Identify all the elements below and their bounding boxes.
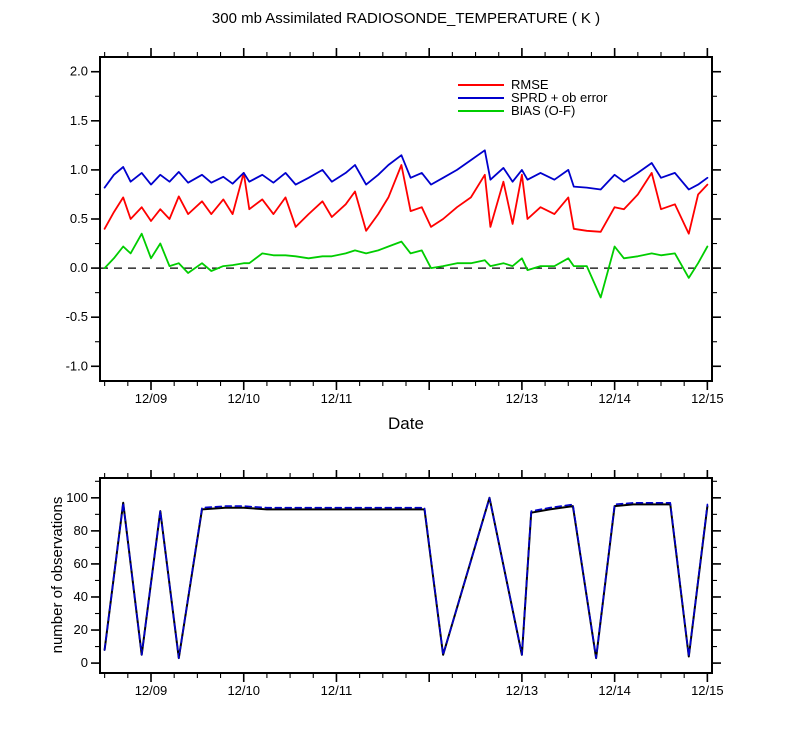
series-line: observation count (dashed) [103, 496, 709, 659]
x-tick-label: 12/10 [227, 683, 260, 698]
major-ticks [91, 470, 721, 682]
x-tick-label: 12/11 [321, 391, 353, 406]
minor-ticks [95, 473, 717, 678]
series-line: observation count (solid) [103, 496, 709, 660]
y-tick-label: -0.5 [66, 309, 88, 324]
tick-labels: 12/09 12/10 12/11 12/13 12/14 12/15 0 20 40 60 80 1… [66, 490, 723, 698]
bottom-chart-svg: 12/09 12/10 12/11 12/13 12/14 12/15 0 20 40 60 80 1… [66, 470, 724, 698]
series-line: RMSE [103, 164, 709, 235]
x-tick-label: 12/11 [321, 683, 353, 698]
y-tick-label: 60 [74, 556, 88, 571]
legend-item: BIAS (O-F) [458, 104, 607, 117]
y-tick-label: 0 [81, 655, 88, 670]
x-tick-label: 12/13 [506, 683, 539, 698]
x-tick-label: 12/15 [691, 391, 724, 406]
y-tick-label: 80 [74, 523, 88, 538]
y-tick-label: 2.0 [70, 64, 88, 79]
legend-item: SPRD + ob error [458, 91, 607, 104]
legend-label: SPRD + ob error [511, 90, 608, 105]
legend-line-swatch [458, 96, 504, 99]
legend-line-swatch [458, 83, 504, 86]
y-tick-label: 20 [74, 622, 88, 637]
plot-frame [99, 56, 713, 382]
legend: RMSE SPRD + ob error BIAS (O-F) [458, 78, 607, 117]
x-tick-label: 12/13 [506, 391, 539, 406]
plot-frame [99, 477, 713, 674]
y-tick-label: 0.0 [70, 260, 88, 275]
top-chart-svg: 12/09 12/10 12/11 12/13 12/14 12/15 -1.0 -0.5 0.… [66, 48, 724, 406]
y-tick-label: 1.0 [70, 162, 88, 177]
x-tick-label: 12/14 [598, 683, 631, 698]
legend-line-swatch [458, 109, 504, 112]
y-tick-label: 100 [66, 490, 88, 505]
y-tick-label: 1.5 [70, 113, 88, 128]
bottom-y-axis-label: number of observations [49, 496, 66, 654]
tick-labels: 12/09 12/10 12/11 12/13 12/14 12/15 -1.0 -0.5 0.… [66, 64, 724, 406]
series-line: BIAS (O-F) [103, 232, 709, 299]
y-tick-label: 0.5 [70, 211, 88, 226]
legend-label: BIAS (O-F) [511, 103, 576, 118]
chart-title: 300 mb Assimilated RADIOSONDE_TEMPERATUR… [211, 10, 601, 27]
series-line: SPRD + ob error [103, 149, 709, 191]
x-tick-label: 12/14 [598, 391, 631, 406]
x-tick-label: 12/15 [691, 683, 724, 698]
legend-label: RMSE [511, 77, 549, 92]
minor-ticks [95, 52, 717, 386]
x-tick-label: 12/09 [135, 683, 168, 698]
x-axis-label: Date [388, 414, 424, 433]
x-tick-label: 12/09 [135, 391, 168, 406]
x-tick-label: 12/10 [227, 391, 260, 406]
major-ticks [91, 48, 721, 390]
legend-item: RMSE [458, 78, 607, 91]
y-tick-label: -1.0 [66, 358, 88, 373]
y-tick-label: 40 [74, 589, 88, 604]
